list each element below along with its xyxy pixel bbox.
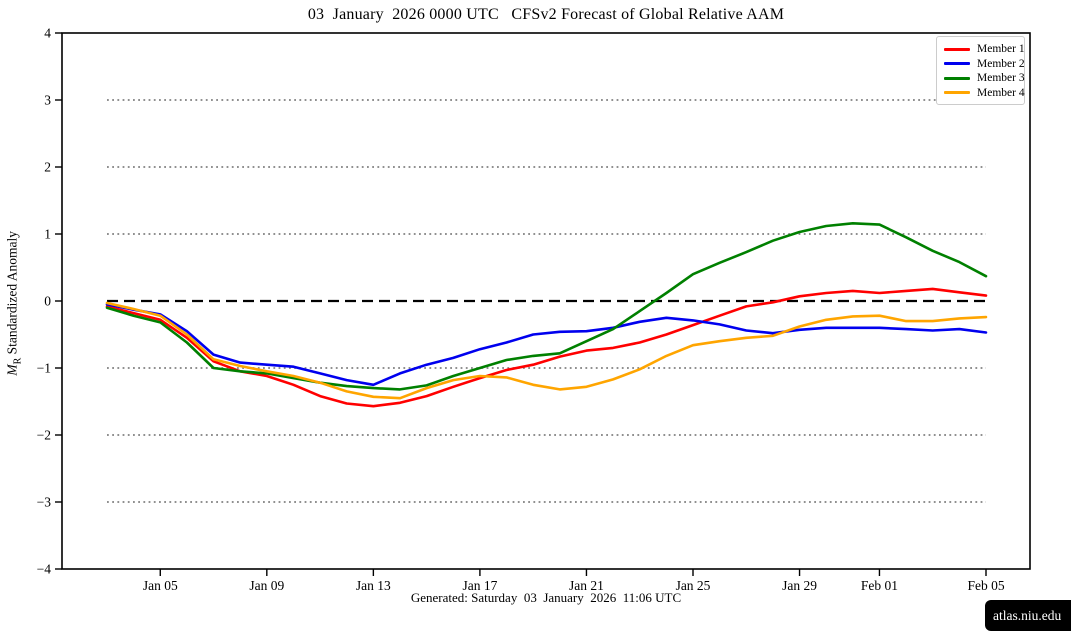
series-lines: [105, 222, 988, 408]
x-axis: Jan 05 Jan 09 Jan 13 Jan 17 Jan 21 Jan 25 Jan …: [143, 569, 1005, 593]
line-member-4: [105, 301, 988, 400]
x-tick-label: Jan 25: [676, 578, 711, 593]
line-member-3: [105, 222, 988, 391]
member-1-line-swatch: [944, 47, 970, 51]
y-tick-label: −2: [37, 428, 51, 443]
y-tick-label: 1: [44, 227, 51, 242]
legend-label-member-4: Member 4: [977, 86, 1025, 99]
legend-label-member-1: Member 1: [977, 43, 1025, 56]
axes-box: [61, 32, 1031, 570]
y-tick-label: −1: [37, 361, 51, 376]
x-tick-label: Feb 05: [967, 578, 1004, 593]
y-tick-label: 0: [44, 294, 51, 309]
legend-item-member-4: Member 4: [944, 86, 1025, 101]
generated-timestamp: Generated: Saturday 03 January 2026 11:0…: [410, 590, 682, 605]
y-tick-label: 4: [44, 26, 51, 41]
x-tick-label: Jan 05: [143, 578, 178, 593]
legend-item-member-3: Member 3: [944, 71, 1025, 86]
watermark-text: atlas.niu.edu: [993, 607, 1062, 623]
member-2-line-swatch: [944, 62, 970, 66]
legend-label-member-3: Member 3: [977, 72, 1025, 85]
member-4-line-swatch: [944, 91, 970, 95]
x-tick-label: Jan 09: [249, 578, 284, 593]
chart-title: 03 January 2026 0000 UTC CFSv2 Forecast …: [307, 6, 785, 23]
line-member-2: [105, 302, 988, 387]
x-tick-label: Jan 13: [356, 578, 391, 593]
line-member-1: [105, 287, 988, 408]
legend-box: Member 1 Member 2 Member 3 Member 4: [936, 36, 1025, 105]
legend-item-member-1: Member 1: [944, 42, 1025, 57]
x-tick-label: Jan 17: [462, 578, 497, 593]
y-tick-label: 3: [44, 93, 51, 108]
y-tick-label: 2: [44, 160, 51, 175]
member-3-line-swatch: [944, 76, 970, 80]
x-tick-label: Jan 29: [782, 578, 817, 593]
legend-label-member-2: Member 2: [977, 57, 1025, 70]
y-axis: 4 3 2 1 0 −1 −2 −3 −4: [37, 26, 62, 577]
legend-item-member-2: Member 2: [944, 57, 1025, 72]
y-tick-label: −3: [37, 495, 52, 510]
x-tick-label: Feb 01: [861, 578, 898, 593]
watermark-badge: atlas.niu.edu: [985, 600, 1071, 631]
gridlines: [107, 99, 986, 503]
y-tick-label: −4: [37, 562, 52, 577]
x-tick-label: Jan 21: [569, 578, 604, 593]
